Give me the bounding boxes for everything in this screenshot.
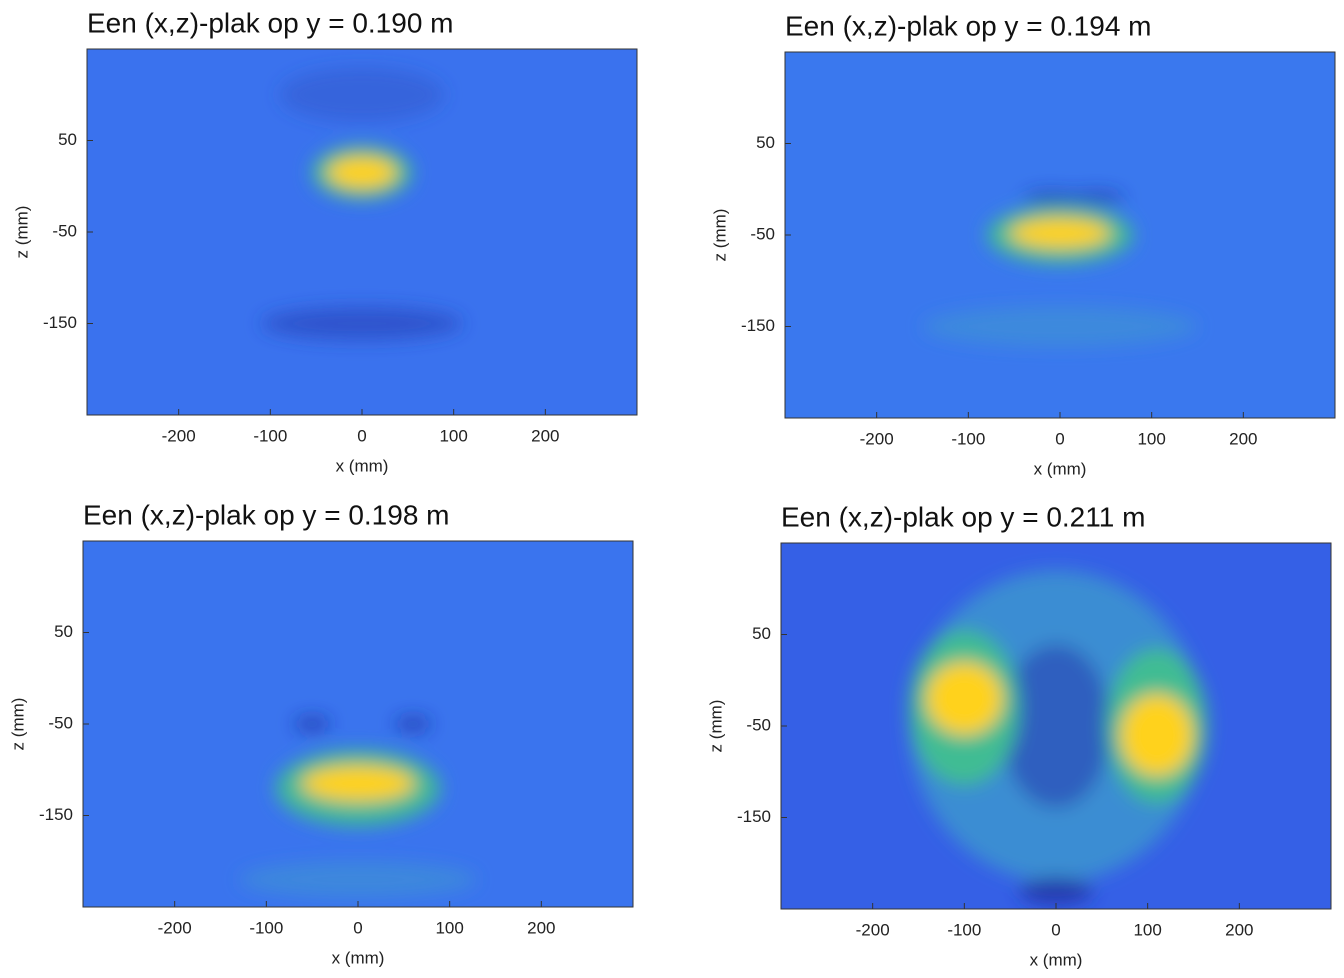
y-tick-label: -150 — [39, 805, 73, 824]
x-tick-label: -100 — [947, 920, 981, 939]
x-tick-label: 200 — [1225, 920, 1253, 939]
plot-area — [87, 49, 637, 415]
y-tick-label: 50 — [54, 622, 73, 641]
y-tick-label: -50 — [746, 715, 771, 734]
y-axis-label: z (mm) — [8, 698, 27, 751]
panel: Een (x,z)-plak op y = 0.198 m -200 -100 0 10… — [8, 499, 633, 967]
x-tick-label: 100 — [1137, 429, 1165, 448]
heatmap-blob — [1069, 191, 1124, 206]
heatmap-blob — [395, 717, 432, 732]
heatmap-blob — [301, 765, 415, 802]
x-tick-label: -200 — [158, 918, 192, 937]
y-tick-label: -150 — [737, 807, 771, 826]
x-tick-label: -200 — [860, 429, 894, 448]
figure: Een (x,z)-plak op y = 0.190 m -200 -100 0 10… — [0, 0, 1344, 978]
x-axis-label: x (mm) — [332, 948, 385, 967]
panel: Een (x,z)-plak op y = 0.190 m -200 -100 0 10… — [12, 7, 637, 475]
y-tick-label: -150 — [741, 316, 775, 335]
heatmap-blob — [923, 306, 1198, 346]
y-axis-label: z (mm) — [706, 700, 725, 753]
y-tick-label: -50 — [52, 221, 77, 240]
x-tick-label: 200 — [527, 918, 555, 937]
panel: Een (x,z)-plak op y = 0.211 m -200 -100 0 10… — [706, 501, 1331, 969]
heatmap-blob — [280, 67, 445, 122]
x-axis-label: x (mm) — [1034, 459, 1087, 478]
y-axis-label: z (mm) — [710, 209, 729, 262]
x-axis-label: x (mm) — [336, 456, 389, 475]
y-tick-label: 50 — [756, 133, 775, 152]
x-axis-label: x (mm) — [1030, 950, 1083, 969]
x-tick-label: -200 — [162, 426, 196, 445]
x-tick-label: 200 — [531, 426, 559, 445]
panel: Een (x,z)-plak op y = 0.194 m -200 -100 0 10… — [710, 10, 1335, 478]
x-tick-label: 0 — [357, 426, 366, 445]
y-axis-label: z (mm) — [12, 206, 31, 259]
y-tick-label: -50 — [750, 224, 775, 243]
plot-area — [785, 52, 1335, 418]
panel-title: Een (x,z)-plak op y = 0.194 m — [785, 10, 1152, 41]
heatmap-blob — [1019, 877, 1092, 904]
x-tick-label: 0 — [1055, 429, 1064, 448]
x-tick-label: 100 — [435, 918, 463, 937]
heatmap-blob — [1120, 694, 1193, 776]
x-tick-label: 0 — [1051, 920, 1060, 939]
heatmap-blob — [1010, 218, 1111, 249]
x-tick-label: 200 — [1229, 429, 1257, 448]
y-tick-label: -150 — [43, 313, 77, 332]
panel-title: Een (x,z)-plak op y = 0.198 m — [83, 499, 450, 530]
heatmap-background — [83, 541, 633, 907]
x-tick-label: -100 — [253, 426, 287, 445]
heatmap-blob — [261, 307, 463, 340]
panel-title: Een (x,z)-plak op y = 0.211 m — [781, 501, 1145, 532]
heatmap-blob — [294, 717, 331, 732]
y-tick-label: 50 — [58, 130, 77, 149]
y-tick-label: 50 — [752, 624, 771, 643]
heatmap-blob — [239, 861, 477, 898]
x-tick-label: -100 — [249, 918, 283, 937]
panel-title: Een (x,z)-plak op y = 0.190 m — [87, 7, 454, 38]
x-tick-label: -200 — [856, 920, 890, 939]
page: Een (x,z)-plak op y = 0.190 m -200 -100 0 10… — [0, 0, 1344, 978]
plot-area — [83, 541, 633, 907]
x-tick-label: 100 — [1133, 920, 1161, 939]
x-tick-label: 0 — [353, 918, 362, 937]
x-tick-label: 100 — [439, 426, 467, 445]
plot-area — [781, 543, 1331, 909]
heatmap-blob — [926, 662, 1003, 735]
heatmap-blob — [327, 156, 397, 189]
y-tick-label: -50 — [48, 713, 73, 732]
x-tick-label: -100 — [951, 429, 985, 448]
